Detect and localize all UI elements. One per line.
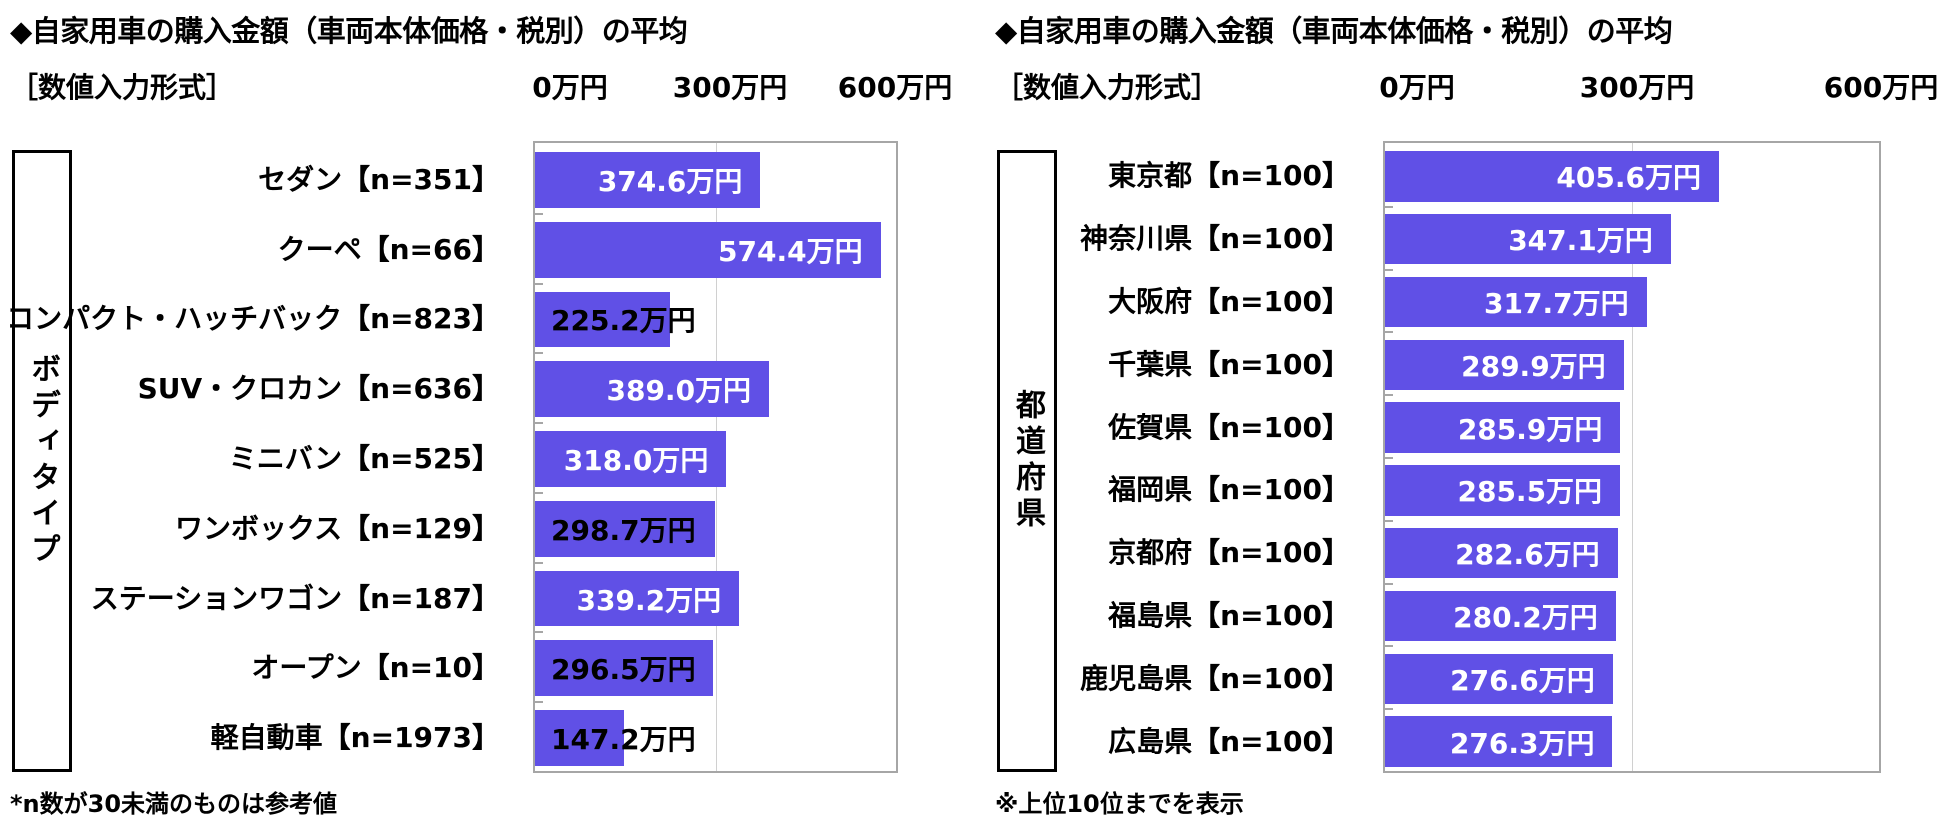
category-label: 京都府【n=100】: [1108, 536, 1350, 570]
bar: [535, 710, 624, 766]
category-label: 広島県【n=100】: [1108, 724, 1350, 758]
chart-prefecture: ◆自家用車の購入金額（車両本体価格・税別）の平均 ［数値入力形式］ 都道府県 4…: [985, 0, 1950, 821]
category-label: 鹿児島県【n=100】: [1080, 661, 1350, 695]
category-label: オープン【n=10】: [251, 651, 500, 685]
group-label: 都道府県: [1010, 389, 1045, 533]
category-label: ミニバン【n=525】: [228, 442, 500, 475]
category-label: 福岡県【n=100】: [1108, 473, 1350, 507]
chart-title: ◆自家用車の購入金額（車両本体価格・税別）の平均: [10, 14, 688, 48]
category-tick: [1383, 582, 1393, 585]
x-tick-label: 0万円: [532, 71, 608, 104]
category-tick: [1383, 645, 1393, 648]
category-label: 福島県【n=100】: [1108, 599, 1350, 632]
data-label: 405.6万円: [1556, 161, 1701, 195]
category-tick: [533, 561, 543, 564]
bar: [1385, 465, 1621, 516]
gridline: [1632, 143, 1633, 771]
x-tick-label: 300万円: [1579, 71, 1695, 104]
category-label: セダン【n=351】: [258, 162, 500, 196]
bar: [1385, 151, 1719, 202]
group-label-box: ボディタイプ: [12, 150, 72, 772]
category-tick: [1383, 205, 1393, 208]
bar: [1385, 402, 1621, 453]
plot-area: 405.6万円 347.1万円 317.7万円 289.9万円 285.9万円 285.5…: [1383, 141, 1881, 773]
footnote: ※上位10位までを表示: [995, 790, 1244, 818]
category-tick: [1383, 708, 1393, 711]
data-label: 225.2万円: [551, 304, 696, 338]
category-label: 千葉県【n=100】: [1108, 347, 1350, 381]
category-tick: [533, 352, 543, 355]
data-label: 282.6万円: [1455, 538, 1600, 572]
bar: [535, 151, 761, 208]
category-tick: [533, 282, 543, 285]
chart-body-type: ◆自家用車の購入金額（車両本体価格・税別）の平均 ［数値入力形式］ ボディタイプ…: [6, 14, 953, 818]
x-tick-label: 600万円: [837, 71, 953, 104]
data-label: 285.5万円: [1457, 475, 1603, 509]
category-label: 佐賀県【n=100】: [1108, 410, 1350, 444]
category-label: クーペ【n=66】: [277, 232, 500, 266]
category-label: コンパクト・ハッチバック【n=823】: [6, 302, 500, 336]
data-label: 574.4万円: [718, 234, 863, 268]
group-label: ボディタイプ: [25, 353, 60, 569]
bar: [535, 291, 671, 348]
category-tick: [1383, 394, 1393, 397]
category-label: SUV・クロカン【n=636】: [137, 372, 500, 406]
category-label: 神奈川県【n=100】: [1080, 222, 1350, 256]
x-tick-label: 300万円: [672, 71, 788, 104]
data-label: 347.1万円: [1508, 224, 1653, 258]
category-tick: [533, 212, 543, 215]
bar: [1385, 276, 1647, 328]
bar: [1385, 653, 1613, 704]
data-label: 298.7万円: [551, 513, 696, 547]
category-label: ステーションワゴン【n=187】: [90, 581, 500, 615]
category-tick: [533, 701, 543, 704]
bar: [535, 431, 727, 487]
category-tick: [533, 631, 543, 634]
data-label: 147.2万円: [551, 723, 696, 757]
category-tick: [533, 422, 543, 425]
group-label-box: 都道府県: [997, 150, 1057, 772]
data-label: 285.9万円: [1457, 412, 1603, 446]
data-label: 317.7万円: [1484, 287, 1629, 320]
data-label: 318.0万円: [563, 444, 709, 477]
category-tick: [1383, 268, 1393, 271]
category-label: 軽自動車【n=1973】: [210, 721, 500, 755]
category-tick: [1383, 331, 1393, 334]
data-label: 289.9万円: [1461, 349, 1606, 383]
chart-subtitle: ［数値入力形式］: [995, 71, 1220, 104]
chart-title: ◆自家用車の購入金額（車両本体価格・税別）の平均: [995, 14, 1673, 48]
data-label: 280.2万円: [1453, 601, 1598, 634]
bar: [1385, 590, 1616, 642]
category-tick: [533, 491, 543, 494]
category-label: 大阪府【n=100】: [1108, 285, 1350, 318]
bar: [535, 500, 715, 557]
bar: [535, 361, 770, 418]
category-tick: [1383, 457, 1393, 459]
data-label: 296.5万円: [551, 653, 696, 687]
x-tick-label: 0万円: [1379, 71, 1455, 104]
bar: [535, 570, 740, 627]
data-label: 276.6万円: [1450, 663, 1595, 697]
data-label: 374.6万円: [597, 164, 743, 198]
bar: [1385, 528, 1618, 579]
plot-area: 374.6万円 574.4万円 225.2万円 389.0万円 318.0万円 298.7…: [533, 141, 898, 773]
data-label: 389.0万円: [606, 374, 752, 408]
bar: [1385, 716, 1613, 767]
x-tick-label: 600万円: [1823, 71, 1939, 104]
category-tick: [1383, 519, 1393, 522]
bar: [535, 640, 714, 697]
data-label: 276.3万円: [1449, 726, 1595, 760]
footnote: *n数が30未満のものは参考値: [10, 790, 338, 818]
chart-subtitle: ［数値入力形式］: [10, 71, 235, 104]
bar: [1385, 339, 1624, 390]
data-label: 339.2万円: [576, 583, 722, 617]
category-label: 東京都【n=100】: [1108, 159, 1350, 193]
bar: [1385, 214, 1671, 265]
category-label: ワンボックス【n=129】: [174, 511, 500, 545]
bar: [535, 221, 881, 278]
